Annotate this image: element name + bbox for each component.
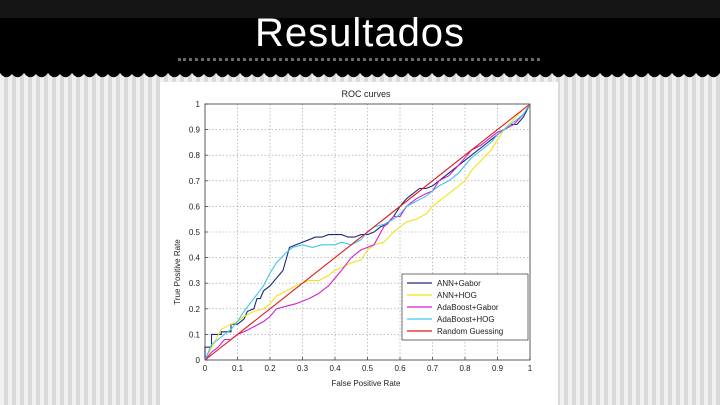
legend-label: ANN+HOG — [437, 291, 477, 300]
chart-title: ROC curves — [341, 89, 391, 99]
x-tick-label: 0.3 — [297, 364, 309, 373]
slide-header: Resultados — [0, 0, 720, 72]
roc-chart: ROC curves False Positive Rate True Posi… — [173, 89, 533, 388]
slide-title: Resultados — [254, 11, 466, 55]
y-tick-label: 0.1 — [189, 330, 201, 339]
x-tick-label: 0.4 — [329, 364, 341, 373]
x-tick-label: 0.9 — [492, 364, 504, 373]
title-dotted-underline — [178, 58, 540, 61]
x-tick-label: 0.1 — [232, 364, 244, 373]
y-tick-label: 0.9 — [189, 126, 201, 135]
legend-label: ANN+Gabor — [437, 279, 481, 288]
y-tick-label: 0.2 — [189, 305, 201, 314]
series-line-ann-gabor — [204, 103, 531, 360]
plot-area: 0 0.1 0.2 0.3 0.4 0.5 0.6 0.7 0.8 0.9 1 0 0.1 0.2 0.3 0… — [189, 100, 533, 373]
x-tick-label: 0.5 — [362, 364, 374, 373]
zigzag-border — [0, 70, 720, 82]
x-tick-label: 0.7 — [427, 364, 439, 373]
y-tick-label: 0.3 — [189, 279, 201, 288]
x-tick-label: 0.8 — [459, 364, 471, 373]
y-tick-label: 0.8 — [189, 151, 201, 160]
y-tick-label: 0.6 — [189, 202, 201, 211]
legend-label: AdaBoost+HOG — [437, 315, 495, 324]
series-line-ann-hog — [204, 103, 531, 361]
y-tick-label: 0.5 — [189, 228, 201, 237]
x-tick-label: 0.6 — [394, 364, 406, 373]
legend-label: AdaBoost+Gabor — [437, 303, 499, 312]
legend-label: Random Guessing — [437, 327, 503, 336]
chart-panel: ROC curves False Positive Rate True Posi… — [160, 82, 558, 405]
y-tick-label: 0.7 — [189, 177, 201, 186]
y-tick-label: 0.4 — [189, 254, 201, 263]
y-tick-label: 1 — [196, 100, 201, 109]
series-line-random-guessing — [204, 103, 531, 361]
y-tick-label: 0 — [196, 356, 201, 365]
x-axis-label: False Positive Rate — [332, 379, 401, 388]
header-top-band — [0, 0, 720, 18]
legend: ANN+Gabor ANN+HOG AdaBoost+Gabor AdaBoost+H… — [401, 273, 529, 341]
x-tick-label: 1 — [528, 364, 533, 373]
y-axis-label: True Positive Rate — [173, 239, 182, 305]
x-tick-label: 0 — [203, 364, 208, 373]
x-tick-label: 0.2 — [264, 364, 276, 373]
